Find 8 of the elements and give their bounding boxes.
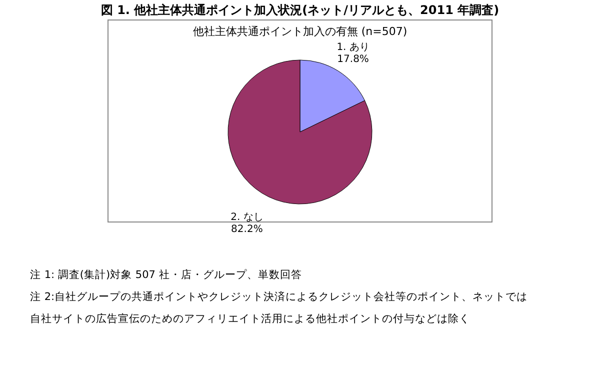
data-label: 17.8%: [337, 54, 369, 66]
data-label: 82.2%: [231, 224, 263, 235]
text: 注 2:自社グループの共通ポイントやクレジット決済によるクレジット会社等のポイント、ネットでは自社サイトの広告宣伝のためのアフィリエイト活用による他社ポイントの付与などは除く: [30, 290, 528, 325]
text: 注 1: 調査(集計)対象 507 社・店・グループ、単数回答: [30, 268, 302, 281]
chart-title: 図 1. 他社主体共通ポイント加入状況(ネット/リアルとも、2011 年調査): [100, 3, 500, 17]
slice-label: 1. あり: [336, 42, 370, 54]
slice-label: 2. なし: [230, 212, 264, 223]
chart-subtitle: 他社主体共通ポイント加入の有無 (n=507): [192, 25, 408, 38]
